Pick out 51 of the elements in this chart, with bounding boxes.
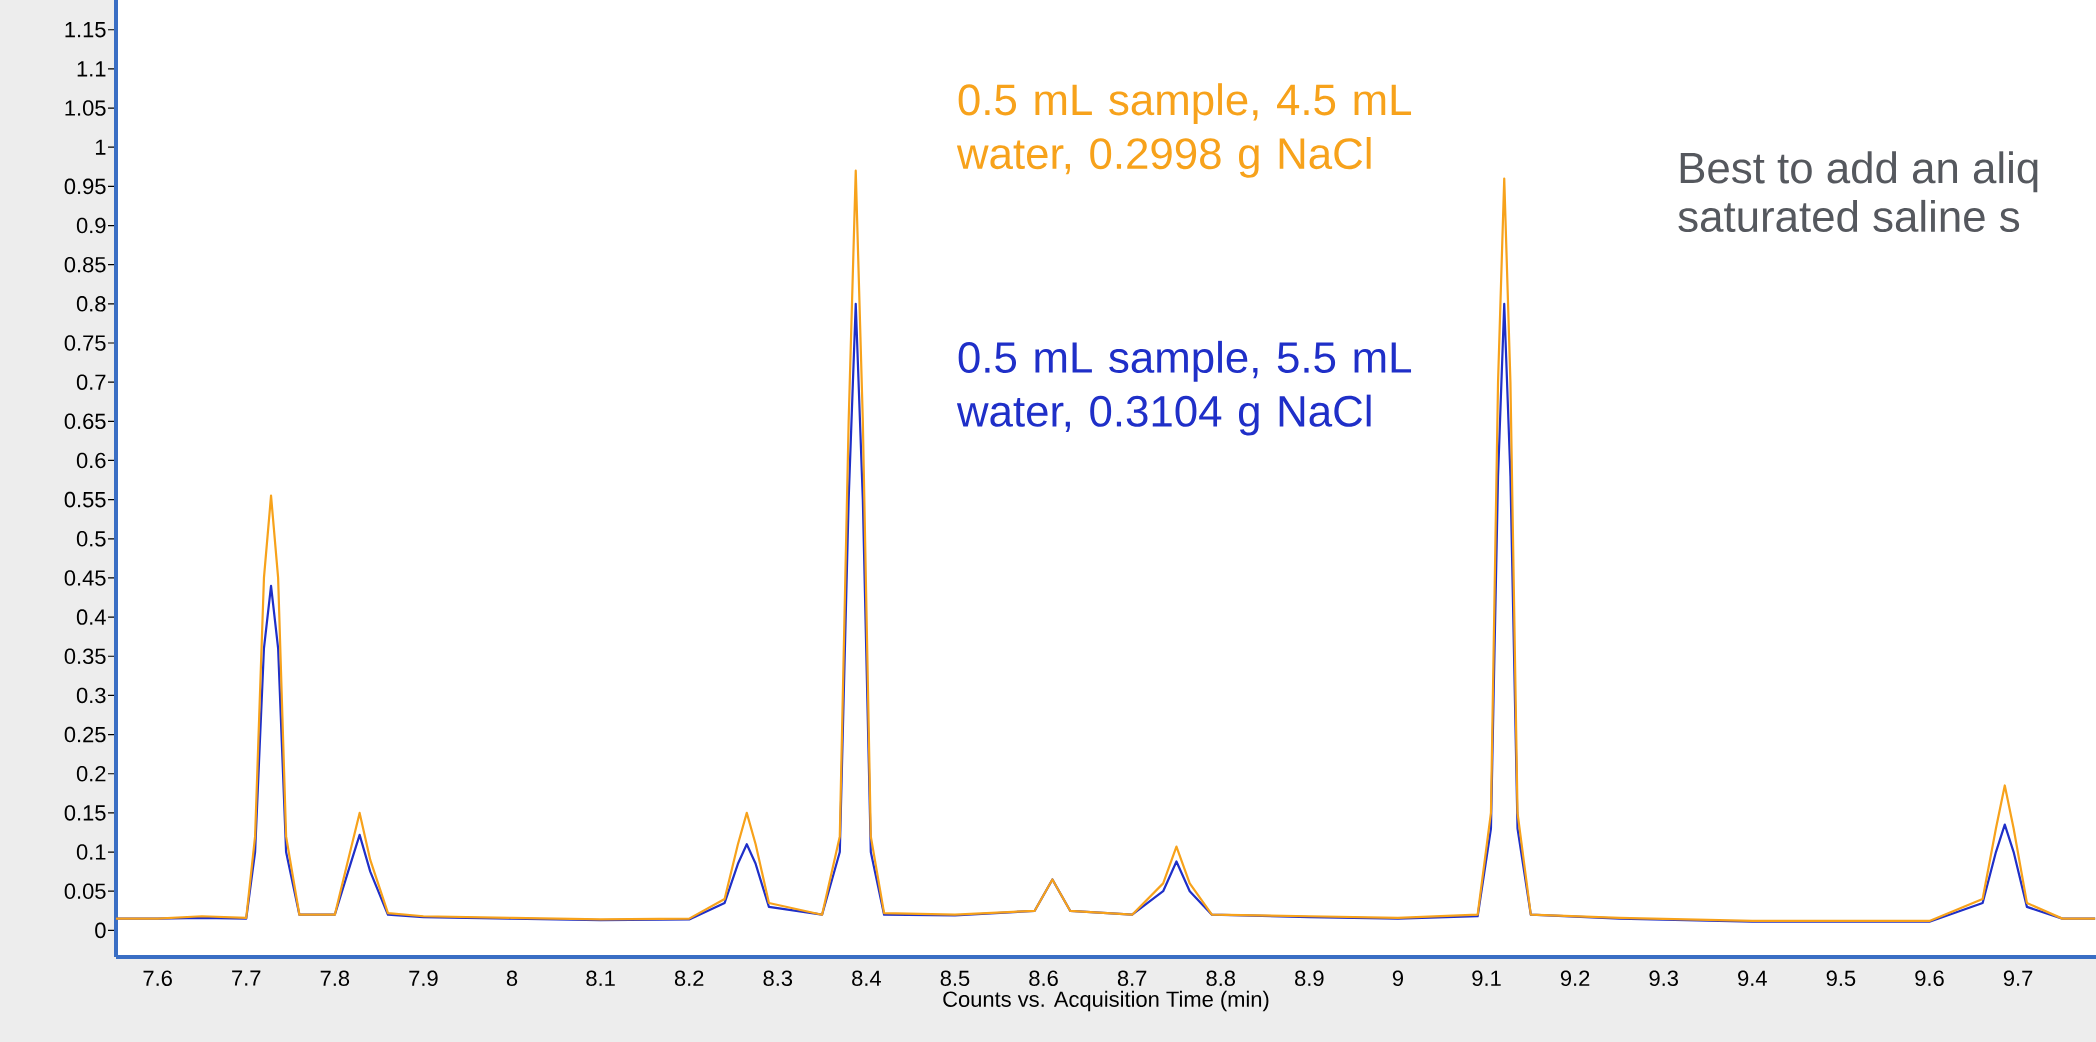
- x-tick-label: 8.4: [852, 970, 881, 987]
- x-tick-label: 8.1: [586, 970, 615, 987]
- y-tick-label: 0.65: [64, 413, 106, 430]
- text: 0.5 mL sample, 5.5 mL water, 0.3104 g NaCl: [956, 340, 1412, 436]
- y-tick-label: 0.35: [64, 648, 106, 665]
- annotation: Best to add an aliq: [1680, 151, 2038, 193]
- y-tick-label: 0.3: [76, 687, 106, 704]
- y-tick-label: 0.5: [76, 531, 106, 547]
- y-tick-label: 0.1: [76, 844, 106, 860]
- y-tick-label: 0.05: [64, 883, 106, 899]
- x-tick-label: 8.8: [1206, 970, 1236, 987]
- x-tick-label: 9.2: [1560, 970, 1590, 987]
- x-tick-label: 9.3: [1649, 970, 1678, 987]
- y-tick-label: 0.8: [76, 296, 106, 312]
- x-tick-label: 8: [506, 970, 518, 987]
- x-tick-label: 7.6: [143, 970, 172, 987]
- y-tick-label: 0.25: [64, 726, 106, 743]
- y-tick-label: 0.95: [64, 178, 106, 195]
- x-axis-title: Counts vs. Acquisition Time (min): [943, 990, 1269, 1012]
- y-tick-label: 1.05: [65, 100, 106, 116]
- y-tick-label: 0.75: [64, 335, 106, 351]
- y-tick-label: 0.45: [64, 570, 106, 586]
- x-tick-label: 7.8: [320, 970, 350, 987]
- x-tick-label: 8.5: [940, 970, 970, 987]
- x-tick-label: 8.6: [1029, 970, 1058, 987]
- x-tick-label: 9.7: [2003, 970, 2033, 987]
- y-tick-label: 0: [95, 922, 106, 939]
- x-tick-label: 9.4: [1738, 970, 1767, 987]
- y-tick-label: 0.15: [64, 805, 106, 821]
- y-tick-label: 0.7: [76, 374, 106, 390]
- annotation: saturated saline s: [1678, 199, 2020, 233]
- x-tick-label: 8.3: [763, 970, 793, 987]
- x-tick-label: 9.1: [1472, 970, 1501, 987]
- y-tick-label: 0.4: [76, 609, 106, 625]
- x-tick-label: 8.9: [1295, 970, 1324, 987]
- y-tick-label: 0.85: [64, 256, 106, 273]
- y-tick-label: 0.6: [76, 452, 106, 469]
- text: 0.5 mL sample, 4.5 mL water, 0.2998 g NaCl: [956, 83, 1412, 178]
- x-tick-label: 7.7: [232, 970, 261, 986]
- y-tick-label: 1.15: [65, 22, 106, 38]
- y-tick-label: 1.1: [77, 61, 106, 77]
- y-tick-label: 0.2: [76, 765, 106, 782]
- x-tick-label: 8.2: [674, 970, 704, 987]
- x-tick-label: 9.5: [1826, 970, 1856, 987]
- x-tick-label: 8.7: [1117, 970, 1147, 987]
- y-tick-label: 0.9: [76, 217, 106, 234]
- y-tick-label: 0.55: [64, 491, 106, 508]
- x-tick-label: 7.9: [409, 970, 438, 987]
- y-tick-label: 1: [95, 139, 106, 155]
- x-tick-label: 9.6: [1915, 970, 1944, 987]
- x-tick-label: 9: [1392, 970, 1403, 987]
